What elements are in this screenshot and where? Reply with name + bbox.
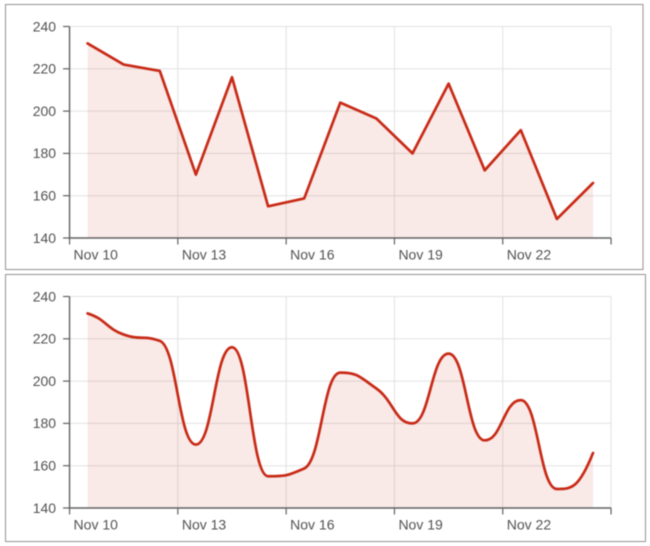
svg-text:Nov 13: Nov 13 <box>182 516 227 532</box>
svg-text:Nov 13: Nov 13 <box>182 246 227 262</box>
svg-text:Nov 16: Nov 16 <box>290 516 335 532</box>
svg-text:Nov 19: Nov 19 <box>398 516 443 532</box>
svg-text:140: 140 <box>33 500 57 516</box>
svg-text:160: 160 <box>33 458 57 474</box>
svg-text:220: 220 <box>33 61 57 77</box>
svg-text:200: 200 <box>33 103 57 119</box>
svg-text:Nov 22: Nov 22 <box>507 516 552 532</box>
svg-text:140: 140 <box>33 230 57 246</box>
svg-text:160: 160 <box>33 188 57 204</box>
svg-text:220: 220 <box>33 331 57 347</box>
svg-text:240: 240 <box>33 288 57 304</box>
svg-text:180: 180 <box>33 415 57 431</box>
svg-text:Nov 22: Nov 22 <box>507 246 552 262</box>
svg-text:Nov 10: Nov 10 <box>74 246 119 262</box>
svg-text:Nov 19: Nov 19 <box>398 246 443 262</box>
svg-text:Nov 10: Nov 10 <box>74 516 119 532</box>
svg-text:200: 200 <box>33 373 57 389</box>
svg-text:180: 180 <box>33 145 57 161</box>
svg-text:Nov 16: Nov 16 <box>290 246 335 262</box>
svg-text:240: 240 <box>33 18 57 34</box>
